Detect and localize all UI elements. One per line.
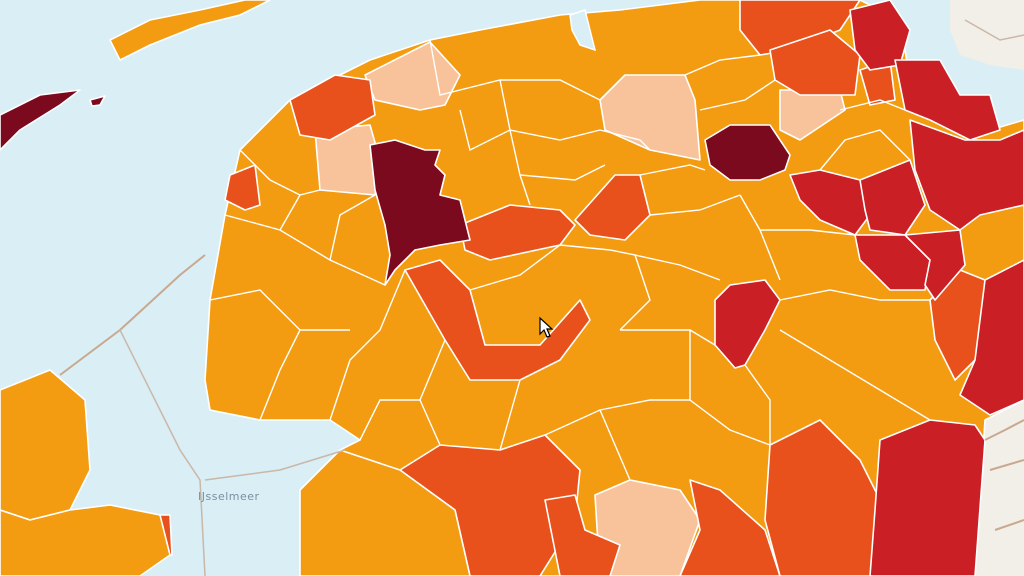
region-high-4[interactable] bbox=[789, 169, 871, 236]
island-vlieland[interactable] bbox=[109, 0, 271, 61]
region-medium-11[interactable] bbox=[544, 494, 621, 576]
road-north bbox=[964, 19, 1024, 41]
region-high-10[interactable] bbox=[869, 419, 986, 576]
region-very-high-2[interactable] bbox=[704, 124, 791, 181]
region-high-8[interactable] bbox=[714, 279, 781, 369]
region-very-high-1[interactable] bbox=[369, 139, 471, 286]
shipping-lane-1 bbox=[119, 329, 206, 576]
afsluitdijk-road bbox=[59, 254, 206, 376]
region-medium-4[interactable] bbox=[404, 259, 591, 381]
outside-land-east bbox=[975, 400, 1024, 576]
islet[interactable] bbox=[89, 95, 106, 107]
road-east-3 bbox=[994, 519, 1024, 531]
road-east-2 bbox=[989, 459, 1024, 471]
outside-land-north bbox=[950, 0, 1024, 70]
region-medium-1[interactable] bbox=[289, 74, 376, 141]
region-high-7[interactable] bbox=[904, 229, 966, 301]
road-east-1 bbox=[984, 419, 1024, 441]
mouse-cursor-icon bbox=[539, 316, 554, 338]
region-medium-3[interactable] bbox=[459, 204, 576, 261]
harbor-inlet bbox=[569, 9, 597, 52]
region-west-2[interactable] bbox=[0, 504, 171, 576]
region-high-9[interactable] bbox=[959, 259, 1024, 416]
region-west-1[interactable] bbox=[0, 369, 91, 521]
region-high-3[interactable] bbox=[909, 119, 1024, 231]
municipality-borders bbox=[209, 39, 931, 481]
island-texel[interactable] bbox=[0, 89, 81, 151]
region-medium-12[interactable] bbox=[679, 479, 781, 576]
region-medium-2[interactable] bbox=[224, 164, 261, 211]
shipping-lane-2 bbox=[204, 449, 346, 481]
water-label: IJsselmeer bbox=[198, 490, 260, 503]
region-southwest-mainland[interactable] bbox=[299, 449, 471, 576]
region-high-2[interactable] bbox=[894, 59, 1001, 141]
